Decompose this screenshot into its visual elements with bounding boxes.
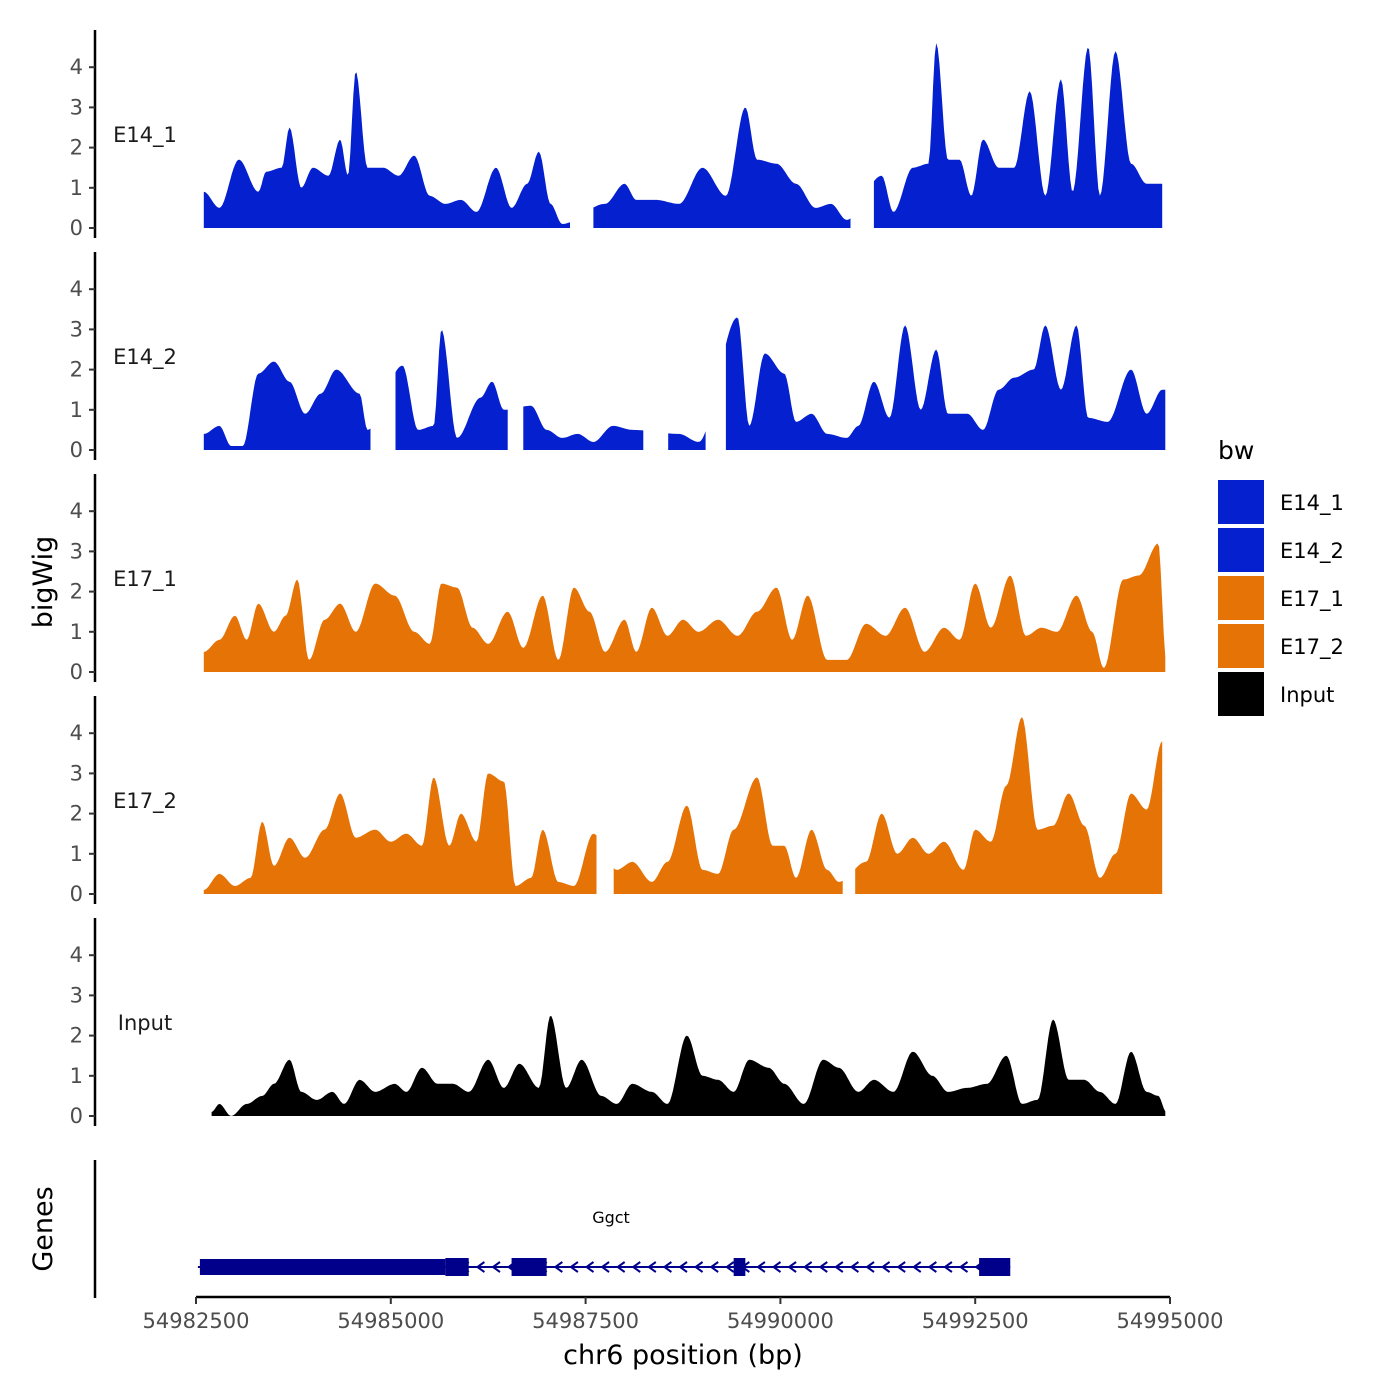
- y-tick-label: 1: [70, 176, 83, 200]
- track-label: E14_1: [113, 123, 177, 148]
- gene-exon: [979, 1258, 1011, 1276]
- strand-arrow: [662, 1261, 672, 1273]
- strand-arrow: [569, 1261, 579, 1273]
- y-tick-label: 0: [70, 438, 83, 462]
- strand-arrow: [678, 1261, 688, 1273]
- track-label: E14_2: [113, 345, 177, 370]
- strand-arrow: [927, 1261, 937, 1273]
- legend-key-e17-2: [1218, 624, 1264, 668]
- track-e17-2: 0 1 2 3 4 E17_2: [70, 696, 1163, 906]
- y-tick-label: 2: [70, 580, 83, 604]
- strand-arrow: [802, 1261, 813, 1273]
- y-tick-label: 1: [70, 842, 83, 866]
- signal-area-input: [211, 1016, 1166, 1116]
- strand-arrow: [896, 1261, 906, 1273]
- legend-label: E17_1: [1280, 587, 1344, 612]
- y-tick-label: 0: [70, 882, 83, 906]
- y-tick-label: 0: [70, 660, 83, 684]
- y-tick-label: 3: [70, 317, 83, 341]
- y-tick-label: 1: [70, 398, 83, 422]
- x-axis: 54982500 54985000 54987500 54990000 54992500…: [143, 1295, 1224, 1333]
- legend-key-input: [1218, 672, 1264, 716]
- genes-track-title: Genes: [28, 1186, 59, 1271]
- legend-key-e17-1: [1218, 576, 1264, 620]
- x-tick-label: 54985000: [337, 1309, 444, 1333]
- strand-arrow: [600, 1261, 610, 1273]
- y-tick-label: 2: [70, 1024, 83, 1048]
- y-tick-label: 3: [70, 539, 83, 563]
- strand-arrow: [491, 1261, 501, 1273]
- strand-arrow: [709, 1261, 719, 1273]
- gene-name-label: Ggct: [592, 1208, 630, 1227]
- strand-arrow: [958, 1261, 969, 1273]
- y-tick-label: 3: [70, 983, 83, 1007]
- signal-tracks: 0 1 2 3 4 E14_1 0 1 2 3 4 E14_2 0 1 2 3 4 E17_1 0 1 2 3 4 E17_2…: [70, 30, 1166, 1128]
- strand-arrow: [912, 1261, 922, 1273]
- strand-arrow: [475, 1261, 485, 1273]
- track-e14-1: 0 1 2 3 4 E14_1: [70, 30, 1163, 240]
- strand-arrow: [553, 1261, 563, 1273]
- strand-arrow: [818, 1261, 828, 1273]
- track-e14-2: 0 1 2 3 4 E14_2: [70, 252, 1166, 462]
- strand-arrow: [880, 1261, 891, 1273]
- signal-area-e14-1: [203, 43, 1163, 228]
- y-tick-label: 0: [70, 216, 83, 240]
- strand-arrow: [787, 1261, 797, 1273]
- gene-exon: [511, 1258, 547, 1276]
- track-input: 0 1 2 3 4 Input: [70, 918, 1166, 1128]
- signal-area-e17-2: [203, 717, 1163, 894]
- gene-exon: [445, 1258, 469, 1276]
- y-tick-label: 1: [70, 1064, 83, 1088]
- y-tick-label: 4: [70, 721, 83, 745]
- signal-area-e17-1: [203, 543, 1166, 672]
- y-tick-label: 0: [70, 1104, 83, 1128]
- strand-arrow: [756, 1261, 766, 1273]
- strand-arrow: [631, 1261, 641, 1273]
- legend-label: E14_1: [1280, 491, 1344, 516]
- y-tick-label: 4: [70, 55, 83, 79]
- x-tick-label: 54990000: [727, 1309, 834, 1333]
- legend-label: E17_2: [1280, 635, 1344, 660]
- x-tick-label: 54992500: [922, 1309, 1029, 1333]
- signal-area-e14-2: [203, 317, 1166, 450]
- track-label: E17_2: [113, 789, 177, 814]
- genes-track: Genes Ggct: [28, 1160, 1011, 1298]
- strand-arrow: [943, 1261, 953, 1273]
- strand-arrow: [771, 1261, 782, 1273]
- strand-arrow: [647, 1261, 657, 1273]
- y-axis-title: bigWig: [28, 536, 59, 629]
- x-tick-label: 54982500: [143, 1309, 250, 1333]
- gene-exon: [733, 1258, 746, 1276]
- x-axis-title: chr6 position (bp): [563, 1340, 803, 1371]
- y-tick-label: 4: [70, 277, 83, 301]
- y-tick-label: 3: [70, 761, 83, 785]
- x-tick-label: 54987500: [532, 1309, 639, 1333]
- y-tick-label: 2: [70, 358, 83, 382]
- legend-label: Input: [1280, 683, 1334, 707]
- strand-arrow: [865, 1261, 875, 1273]
- strand-arrow: [834, 1261, 844, 1273]
- y-tick-label: 2: [70, 802, 83, 826]
- x-tick-label: 54995000: [1117, 1309, 1224, 1333]
- legend-title: bw: [1218, 436, 1254, 465]
- track-label: Input: [118, 1011, 172, 1035]
- y-tick-label: 1: [70, 620, 83, 644]
- track-label: E17_1: [113, 567, 177, 592]
- legend-key-e14-1: [1218, 480, 1264, 524]
- legend-label: E14_2: [1280, 539, 1344, 564]
- y-tick-label: 4: [70, 943, 83, 967]
- y-tick-label: 2: [70, 136, 83, 160]
- legend: bw E14_1 E14_2 E17_1 E17_2 Input: [1218, 436, 1344, 716]
- strand-arrow: [693, 1261, 704, 1273]
- y-tick-label: 4: [70, 499, 83, 523]
- strand-arrow: [584, 1261, 595, 1273]
- track-e17-1: 0 1 2 3 4 E17_1: [70, 474, 1166, 684]
- strand-arrow: [849, 1261, 860, 1273]
- strand-arrow: [615, 1261, 626, 1273]
- y-tick-label: 3: [70, 95, 83, 119]
- strand-arrow: [725, 1261, 735, 1273]
- gene-exon: [199, 1259, 446, 1275]
- legend-key-e14-2: [1218, 528, 1264, 572]
